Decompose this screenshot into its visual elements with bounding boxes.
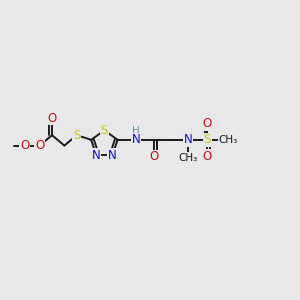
Text: O: O <box>35 139 44 152</box>
Text: O: O <box>149 150 159 164</box>
Text: N: N <box>108 149 117 162</box>
Text: O: O <box>203 117 212 130</box>
Text: CH₃: CH₃ <box>178 153 198 163</box>
Text: S: S <box>204 133 211 146</box>
Text: O: O <box>203 117 212 130</box>
Text: O: O <box>47 112 57 124</box>
Text: S: S <box>204 133 211 146</box>
Text: H: H <box>132 126 140 136</box>
Text: H: H <box>132 126 140 136</box>
Text: N: N <box>92 149 100 162</box>
Text: N: N <box>131 133 140 146</box>
Text: O: O <box>20 139 29 152</box>
Text: S: S <box>73 129 80 142</box>
Text: S: S <box>73 129 80 142</box>
Text: N: N <box>108 149 117 162</box>
Text: O: O <box>47 112 57 124</box>
Text: N: N <box>131 133 140 146</box>
Text: N: N <box>92 149 100 162</box>
Text: O: O <box>203 149 212 163</box>
Text: O: O <box>203 149 212 163</box>
Text: N: N <box>184 133 193 146</box>
Text: N: N <box>184 133 193 146</box>
Text: CH₃: CH₃ <box>218 135 238 145</box>
Text: S: S <box>101 124 108 137</box>
Text: S: S <box>101 124 108 137</box>
Text: O: O <box>149 150 159 164</box>
Text: O: O <box>35 139 44 152</box>
